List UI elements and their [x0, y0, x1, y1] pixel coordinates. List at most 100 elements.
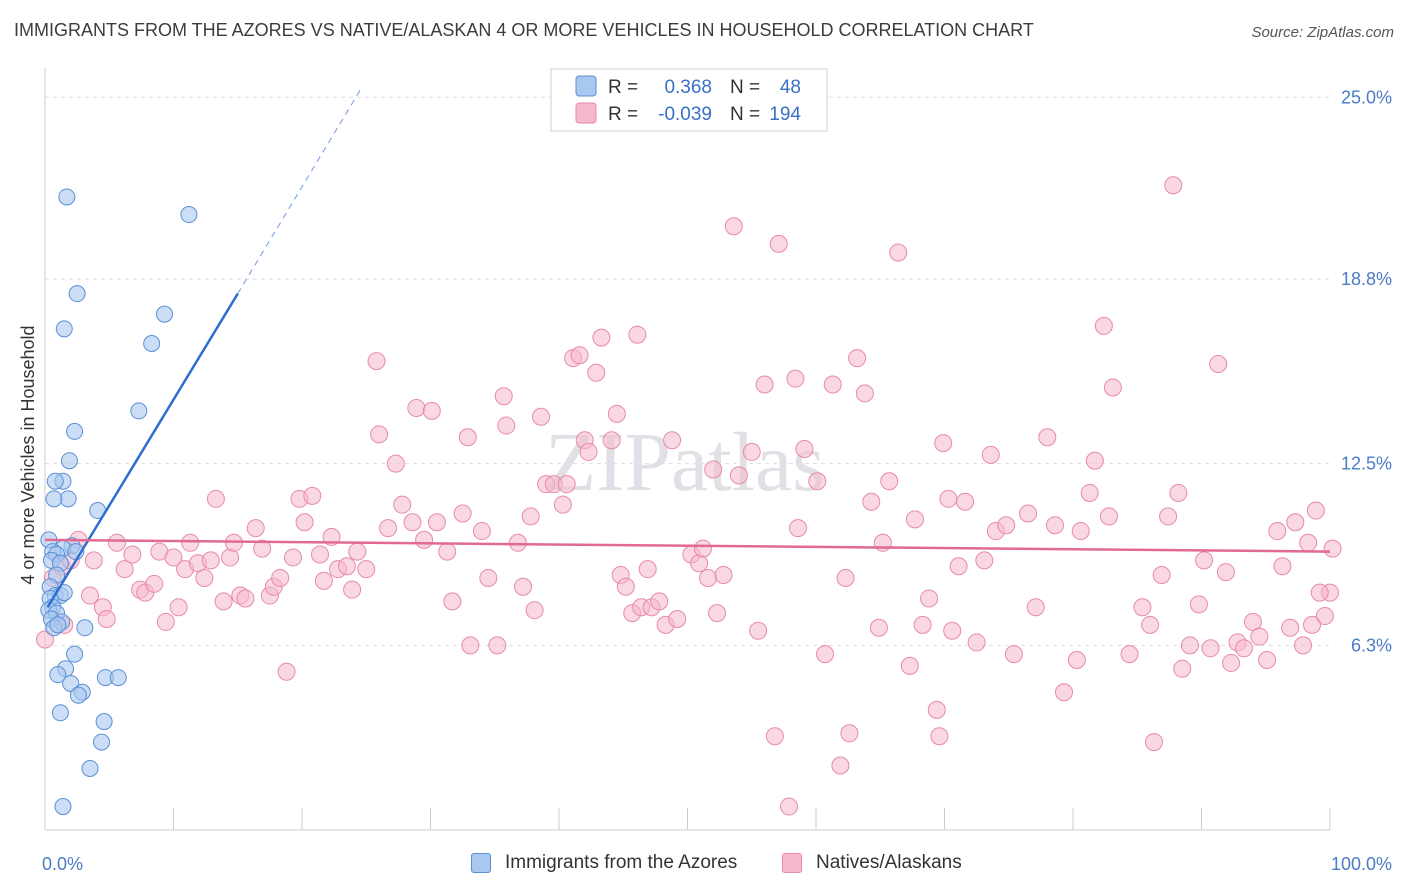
natives-point	[1201, 639, 1220, 658]
natives-point	[453, 504, 472, 523]
legend-r-label: R =	[608, 77, 638, 98]
legend-label-azores: Immigrants from the Azores	[505, 852, 738, 873]
stats-legend: R = 0.368 N = 48 R = -0.039 N = 194	[550, 68, 828, 132]
natives-point	[357, 560, 376, 579]
natives-point	[169, 598, 188, 617]
natives-point	[815, 645, 834, 664]
natives-point	[650, 592, 669, 611]
natives-point	[1080, 483, 1099, 502]
azores-trend-extension	[237, 88, 362, 294]
natives-point	[840, 724, 859, 743]
natives-point	[303, 486, 322, 505]
legend-swatch-natives	[575, 102, 597, 124]
natives-point	[1085, 451, 1104, 470]
azores-point	[93, 733, 111, 751]
azores-point	[54, 798, 72, 816]
natives-point	[1299, 533, 1318, 552]
natives-point	[780, 797, 799, 816]
natives-point	[508, 533, 527, 552]
natives-point	[337, 557, 356, 576]
natives-point	[587, 363, 606, 382]
legend-n-value: 48	[780, 77, 801, 98]
natives-point	[607, 404, 626, 423]
natives-point	[277, 662, 296, 681]
natives-point	[1189, 595, 1208, 614]
natives-point	[1144, 733, 1163, 752]
natives-point	[900, 656, 919, 675]
natives-point	[1310, 583, 1329, 602]
azores-point	[69, 686, 87, 704]
natives-point	[934, 434, 953, 453]
natives-trend-line	[44, 538, 1331, 553]
azores-point	[45, 490, 63, 508]
natives-point	[1173, 659, 1192, 678]
natives-point	[592, 328, 611, 347]
natives-point	[1250, 627, 1269, 646]
azores-point	[95, 713, 113, 731]
natives-point	[246, 519, 265, 538]
natives-point	[488, 636, 507, 655]
natives-point	[1141, 615, 1160, 634]
natives-point	[1169, 483, 1188, 502]
natives-point	[314, 571, 333, 590]
natives-point	[370, 425, 389, 444]
natives-point	[236, 589, 255, 608]
natives-point	[557, 475, 576, 494]
natives-point	[1209, 355, 1228, 374]
natives-point	[1152, 566, 1171, 585]
natives-point	[831, 756, 850, 775]
natives-point	[521, 507, 540, 526]
azores-point	[66, 645, 84, 663]
natives-point	[343, 580, 362, 599]
natives-point	[195, 568, 214, 587]
natives-point	[458, 428, 477, 447]
natives-point	[525, 601, 544, 620]
natives-point	[943, 621, 962, 640]
natives-point	[913, 615, 932, 634]
x-tick-label: 100.0%	[1331, 854, 1392, 874]
x-tick-labels: 0.0% 100.0%	[42, 854, 1392, 874]
azores-point	[46, 472, 64, 490]
azores-point	[109, 669, 127, 687]
legend-item-azores: Immigrants from the Azores	[471, 852, 737, 874]
azores-point	[68, 285, 86, 303]
natives-point	[905, 510, 924, 529]
natives-point	[201, 551, 220, 570]
natives-point	[80, 586, 99, 605]
natives-point	[422, 401, 441, 420]
natives-point	[704, 460, 723, 479]
natives-point	[765, 727, 784, 746]
legend-n-value: 194	[769, 104, 801, 125]
natives-point	[214, 592, 233, 611]
natives-point	[295, 513, 314, 532]
natives-point	[699, 568, 718, 587]
natives-point	[1026, 598, 1045, 617]
natives-point	[795, 440, 814, 458]
legend-swatch-natives	[782, 853, 802, 873]
natives-point	[156, 612, 175, 631]
natives-point	[616, 577, 635, 596]
natives-point	[1004, 645, 1023, 664]
natives-point	[1258, 651, 1277, 670]
natives-point	[415, 530, 434, 549]
source-label: Source: ZipAtlas.com	[1251, 24, 1394, 41]
natives-point	[755, 375, 774, 394]
natives-point	[889, 243, 908, 262]
legend-n-label: N =	[730, 104, 760, 125]
natives-point	[1038, 428, 1057, 447]
natives-point	[949, 557, 968, 576]
natives-point	[602, 431, 621, 450]
legend-r-value: -0.039	[658, 104, 712, 125]
azores-point	[180, 206, 198, 224]
natives-points	[36, 176, 1342, 816]
natives-point	[164, 548, 183, 567]
natives-point	[939, 489, 958, 508]
natives-point	[927, 700, 946, 719]
azores-point	[60, 452, 78, 470]
y-axis-title: 4 or more Vehicles in Household	[18, 325, 38, 584]
legend-swatch-azores	[575, 75, 597, 97]
natives-point	[386, 454, 405, 473]
azores-point	[59, 490, 77, 508]
natives-point	[1222, 653, 1241, 672]
natives-point	[472, 522, 491, 541]
